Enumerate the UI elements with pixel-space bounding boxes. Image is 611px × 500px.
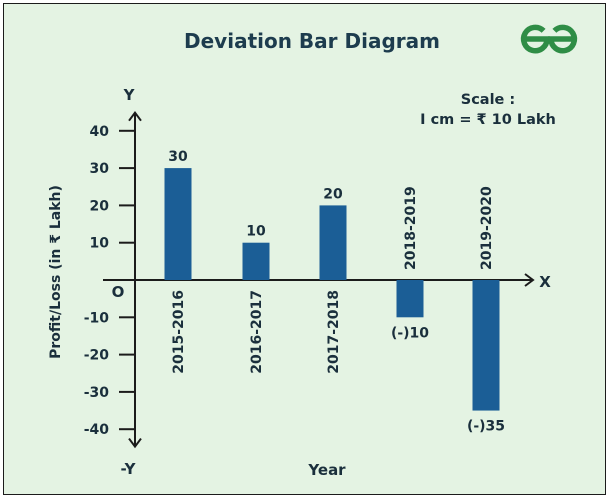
- bars: [164, 168, 500, 411]
- category-label: 2016-2017: [249, 290, 265, 374]
- data-label: (-)35: [467, 419, 505, 435]
- y-tick-label: 20: [90, 198, 110, 214]
- origin-letter: O: [112, 283, 125, 301]
- data-label: 10: [246, 224, 266, 240]
- x-axis-arrow: [524, 273, 535, 287]
- y-axis-top-letter: Y: [123, 86, 136, 104]
- logo-right-arc: [548, 24, 578, 54]
- bar-2018-2019: [396, 280, 424, 318]
- labels: 2015-2016 30 2016-2017 10 2017-2018 20 2018-20…: [168, 149, 505, 434]
- category-label: 2019-2020: [479, 186, 495, 270]
- scale-label: Scale :: [461, 92, 515, 108]
- bar-2015-2016: [164, 168, 192, 280]
- bar-2019-2020: [472, 280, 500, 411]
- chart-title: Deviation Bar Diagram: [184, 29, 440, 53]
- scale-value: I cm = ₹ 10 Lakh: [420, 112, 556, 128]
- category-label: 2018-2019: [403, 186, 419, 270]
- y-axis-top-arrow: [128, 111, 142, 122]
- y-tick-label: 40: [90, 124, 110, 140]
- y-tick-label: -40: [84, 422, 110, 438]
- logo-left-arc: [520, 24, 550, 54]
- x-axis-label: Year: [307, 461, 346, 479]
- geeksforgeeks-logo: [520, 24, 578, 54]
- y-tick-label: -30: [84, 385, 110, 401]
- data-label: (-)10: [391, 325, 429, 341]
- category-label: 2015-2016: [171, 290, 187, 374]
- chart-frame: [3, 3, 606, 495]
- data-label: 30: [168, 149, 188, 165]
- y-tick-label: -20: [84, 348, 110, 364]
- x-axis-right-letter: X: [539, 273, 551, 291]
- bar-2017-2018: [319, 205, 347, 280]
- axes: 40 30 20 10 -10 -20 -30 -40: [84, 111, 535, 449]
- bar-2016-2017: [242, 242, 270, 280]
- data-label: 20: [323, 186, 343, 202]
- y-axis-bottom-letter: -Y: [121, 460, 137, 478]
- y-tick-label: 30: [90, 161, 110, 177]
- y-tick-label: 10: [90, 236, 110, 252]
- category-label: 2017-2018: [326, 290, 342, 374]
- y-axis-bottom-arrow: [128, 437, 142, 449]
- y-axis-label: Profit/Loss (in ₹ Lakh): [48, 185, 64, 359]
- y-tick-label: -10: [84, 310, 110, 326]
